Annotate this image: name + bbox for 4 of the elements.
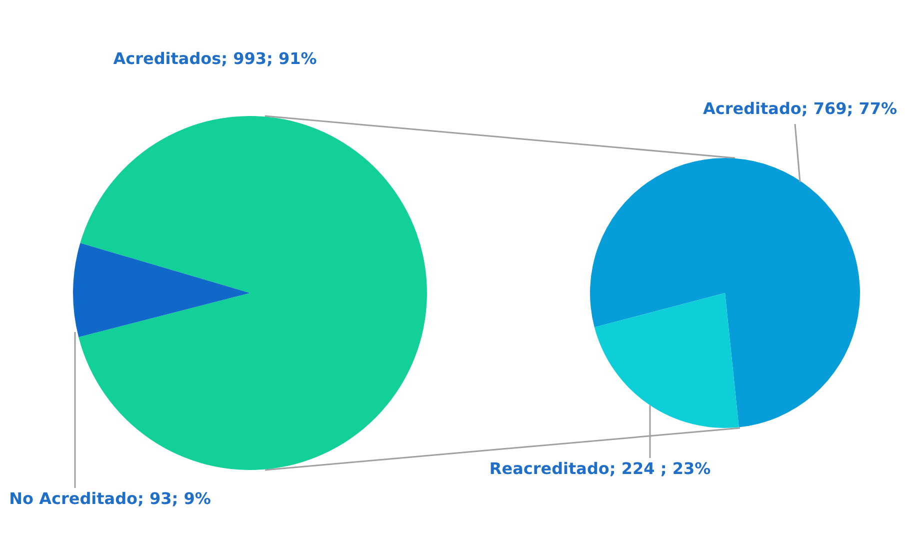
slice-label: Acreditados; 993; 91%: [113, 49, 317, 68]
slice-label: No Acreditado; 93; 9%: [9, 489, 211, 508]
slice-label: Acreditado; 769; 77%: [702, 99, 898, 118]
slice-label: Reacreditado; 224 ; 23%: [489, 459, 711, 478]
